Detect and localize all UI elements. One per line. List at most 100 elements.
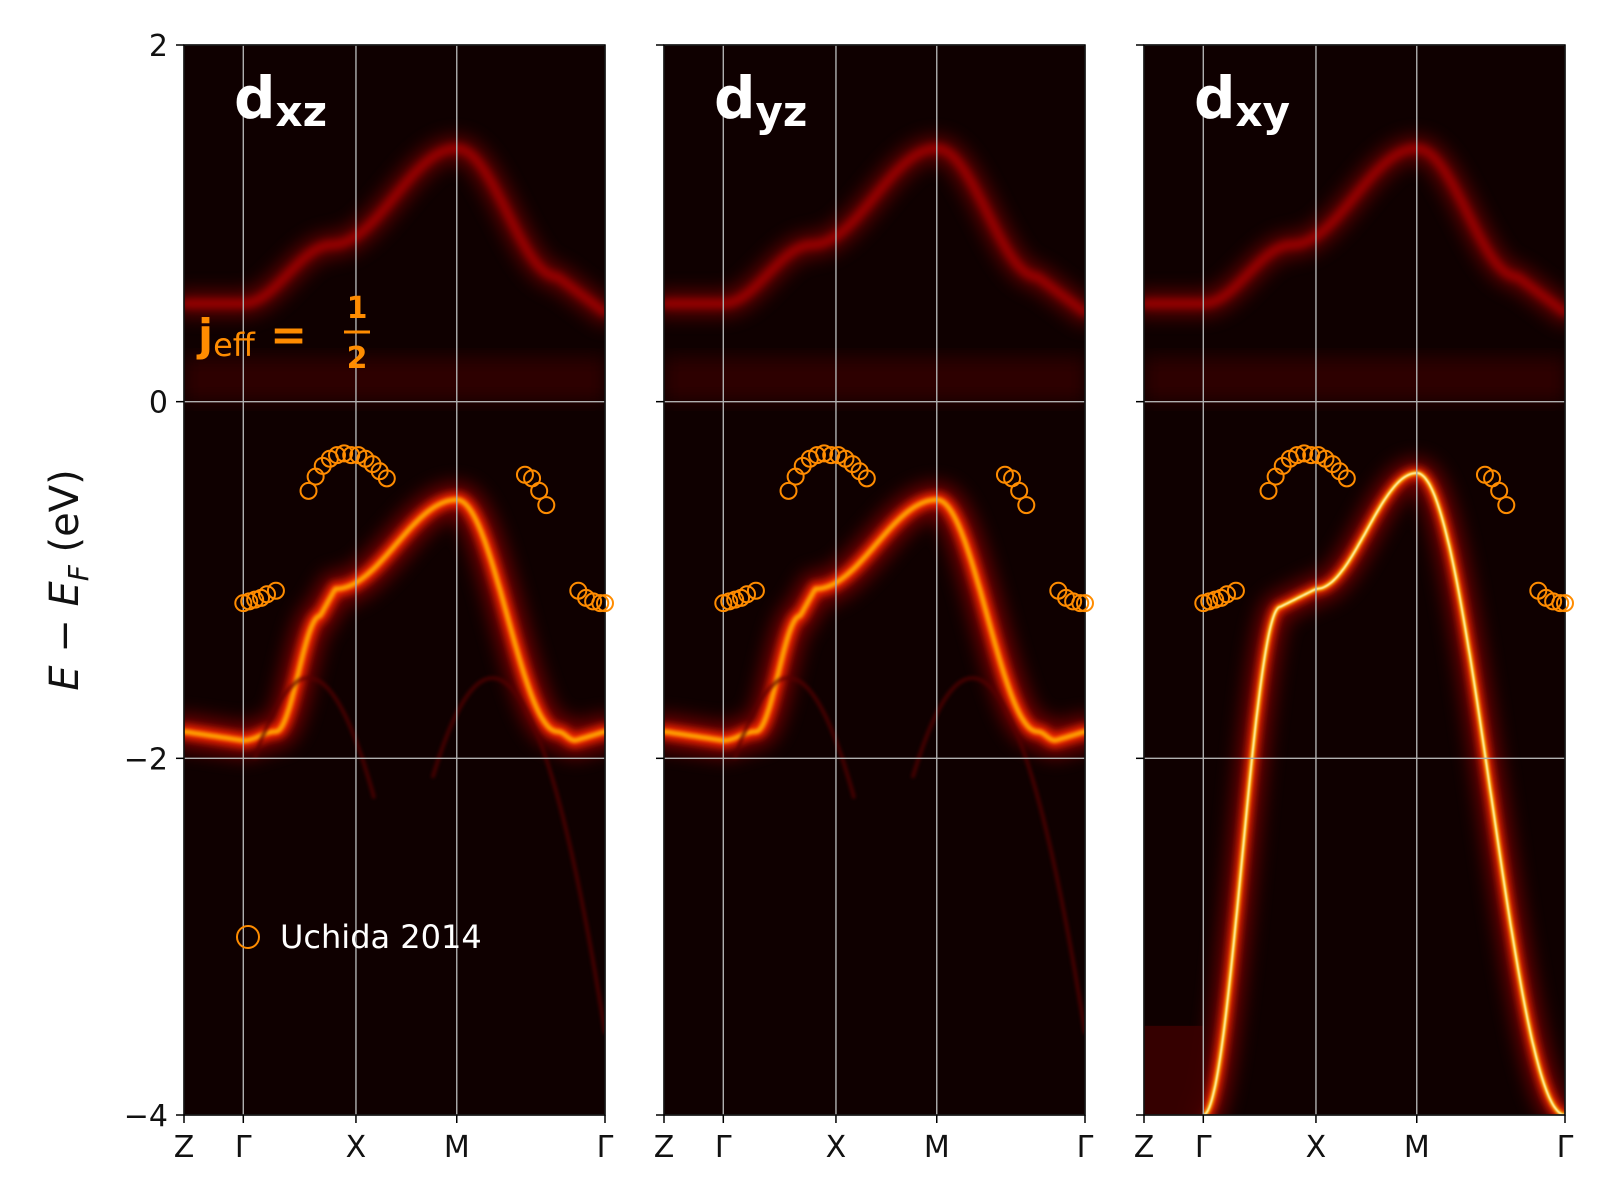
- data-point: [1076, 594, 1094, 613]
- data-point: [266, 581, 285, 600]
- data-point: [807, 446, 826, 465]
- x-tick-label: X: [826, 1130, 847, 1165]
- panel-title-sub: yz: [756, 87, 808, 136]
- data-point: [1017, 496, 1036, 515]
- spectral-bands: [664, 136, 1085, 1035]
- panel-title: dxy: [1194, 64, 1290, 136]
- x-tick-label: M: [444, 1130, 470, 1165]
- heatmap-background: [184, 45, 605, 1115]
- x-tick-label: Γ: [1557, 1130, 1574, 1165]
- panel-title-main: d: [714, 64, 756, 132]
- x-tick-label: M: [924, 1130, 950, 1165]
- jeff-denominator: 2: [347, 341, 368, 376]
- panel-title-sub: xy: [1236, 87, 1290, 136]
- data-point: [299, 481, 318, 500]
- xy-band-highlight: [1203, 472, 1565, 1115]
- data-point: [738, 585, 757, 604]
- y-axis-label-unit: (eV): [42, 469, 88, 565]
- z-gamma-feature: [1144, 1025, 1204, 1115]
- x-tick-label: M: [1404, 1130, 1430, 1165]
- data-point: [1287, 446, 1306, 465]
- fermi-glow: [184, 357, 605, 402]
- panel-xz: Z Γ X M Γ 2 0 −2 −4 dxz jeff = 1 2 Uchida 2014: [124, 29, 614, 1165]
- deep-band: [253, 676, 376, 799]
- plot-frame: [663, 44, 1086, 1116]
- legend: Uchida 2014: [236, 918, 482, 956]
- data-point: [537, 496, 556, 515]
- plot-frame: [183, 44, 606, 1116]
- data-point: [377, 469, 396, 488]
- data-point: [1490, 481, 1509, 500]
- x-tick-label: Z: [654, 1130, 675, 1165]
- y-tick-label: −2: [124, 742, 168, 777]
- data-point: [327, 446, 346, 465]
- heatmap-background: [664, 45, 1085, 1115]
- panel-title: dxz: [234, 64, 327, 136]
- legend-marker: [236, 925, 260, 949]
- jeff-numerator: 1: [347, 291, 368, 326]
- data-point: [596, 594, 614, 613]
- panel-title: dyz: [714, 64, 807, 136]
- data-point: [1295, 444, 1314, 463]
- deep-band: [733, 676, 856, 799]
- data-point: [1218, 585, 1237, 604]
- fermi-glow: [1144, 357, 1565, 402]
- y-tick-label: 2: [149, 29, 168, 64]
- x-tick-label: X: [1306, 1130, 1327, 1165]
- panel-title-main: d: [1194, 64, 1236, 132]
- jeff-symbol: jeff =: [196, 310, 307, 364]
- jeff-annotation: jeff = 1 2: [196, 291, 370, 376]
- deep-band: [431, 676, 605, 1035]
- data-point: [1556, 594, 1574, 613]
- data-point: [1497, 496, 1516, 515]
- plot-frame: [1143, 44, 1566, 1116]
- x-tick-label: Γ: [1195, 1130, 1212, 1165]
- data-point: [815, 444, 834, 463]
- data-point: [1337, 469, 1356, 488]
- panel-title-main: d: [234, 64, 276, 132]
- x-tick-label: Γ: [1077, 1130, 1094, 1165]
- y-axis-label-sub: F: [62, 564, 95, 581]
- data-point: [779, 481, 798, 500]
- x-tick-label: Γ: [597, 1130, 614, 1165]
- y-axis-label: E − EF (eV): [42, 469, 95, 691]
- x-tick-label: Γ: [235, 1130, 252, 1165]
- spectral-bands: [1144, 136, 1565, 1115]
- upper-band: [1144, 144, 1565, 317]
- jeff-sub: eff: [213, 326, 256, 364]
- spectral-bands: [184, 136, 605, 1035]
- data-point: [1551, 594, 1570, 613]
- data-point: [1071, 594, 1090, 613]
- data-point: [1226, 581, 1245, 600]
- data-point: [584, 592, 603, 611]
- x-tick-label: X: [346, 1130, 367, 1165]
- data-point: [857, 469, 876, 488]
- x-tick-label: Z: [1134, 1130, 1155, 1165]
- legend-label: Uchida 2014: [280, 918, 482, 956]
- jeff-j: j: [196, 310, 213, 361]
- panel-title-sub: xz: [276, 87, 328, 136]
- data-point: [335, 444, 354, 463]
- y-tick-label: −4: [124, 1099, 168, 1134]
- upper-band: [184, 144, 605, 317]
- heatmap-background: [1144, 45, 1565, 1115]
- data-point: [530, 481, 549, 500]
- jeff-eq: =: [255, 310, 307, 361]
- fermi-glow: [664, 357, 1085, 402]
- x-tick-label: Z: [174, 1130, 195, 1165]
- deep-band: [911, 676, 1085, 1035]
- y-axis-label-main: E − E: [42, 581, 88, 691]
- data-point: [746, 581, 765, 600]
- lower-band-core: [664, 497, 1085, 744]
- data-point: [258, 585, 277, 604]
- data-point: [1010, 481, 1029, 500]
- data-point: [591, 594, 610, 613]
- x-tick-label: Γ: [715, 1130, 732, 1165]
- svg-text:E − EF (eV): E − EF (eV): [42, 469, 95, 691]
- data-point: [1259, 481, 1278, 500]
- data-point: [1064, 592, 1083, 611]
- lower-band-core: [184, 497, 605, 744]
